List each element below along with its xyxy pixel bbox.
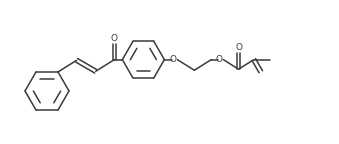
Text: O: O — [170, 55, 177, 64]
Text: O: O — [216, 55, 223, 64]
Text: O: O — [235, 43, 242, 52]
Text: O: O — [111, 34, 118, 43]
